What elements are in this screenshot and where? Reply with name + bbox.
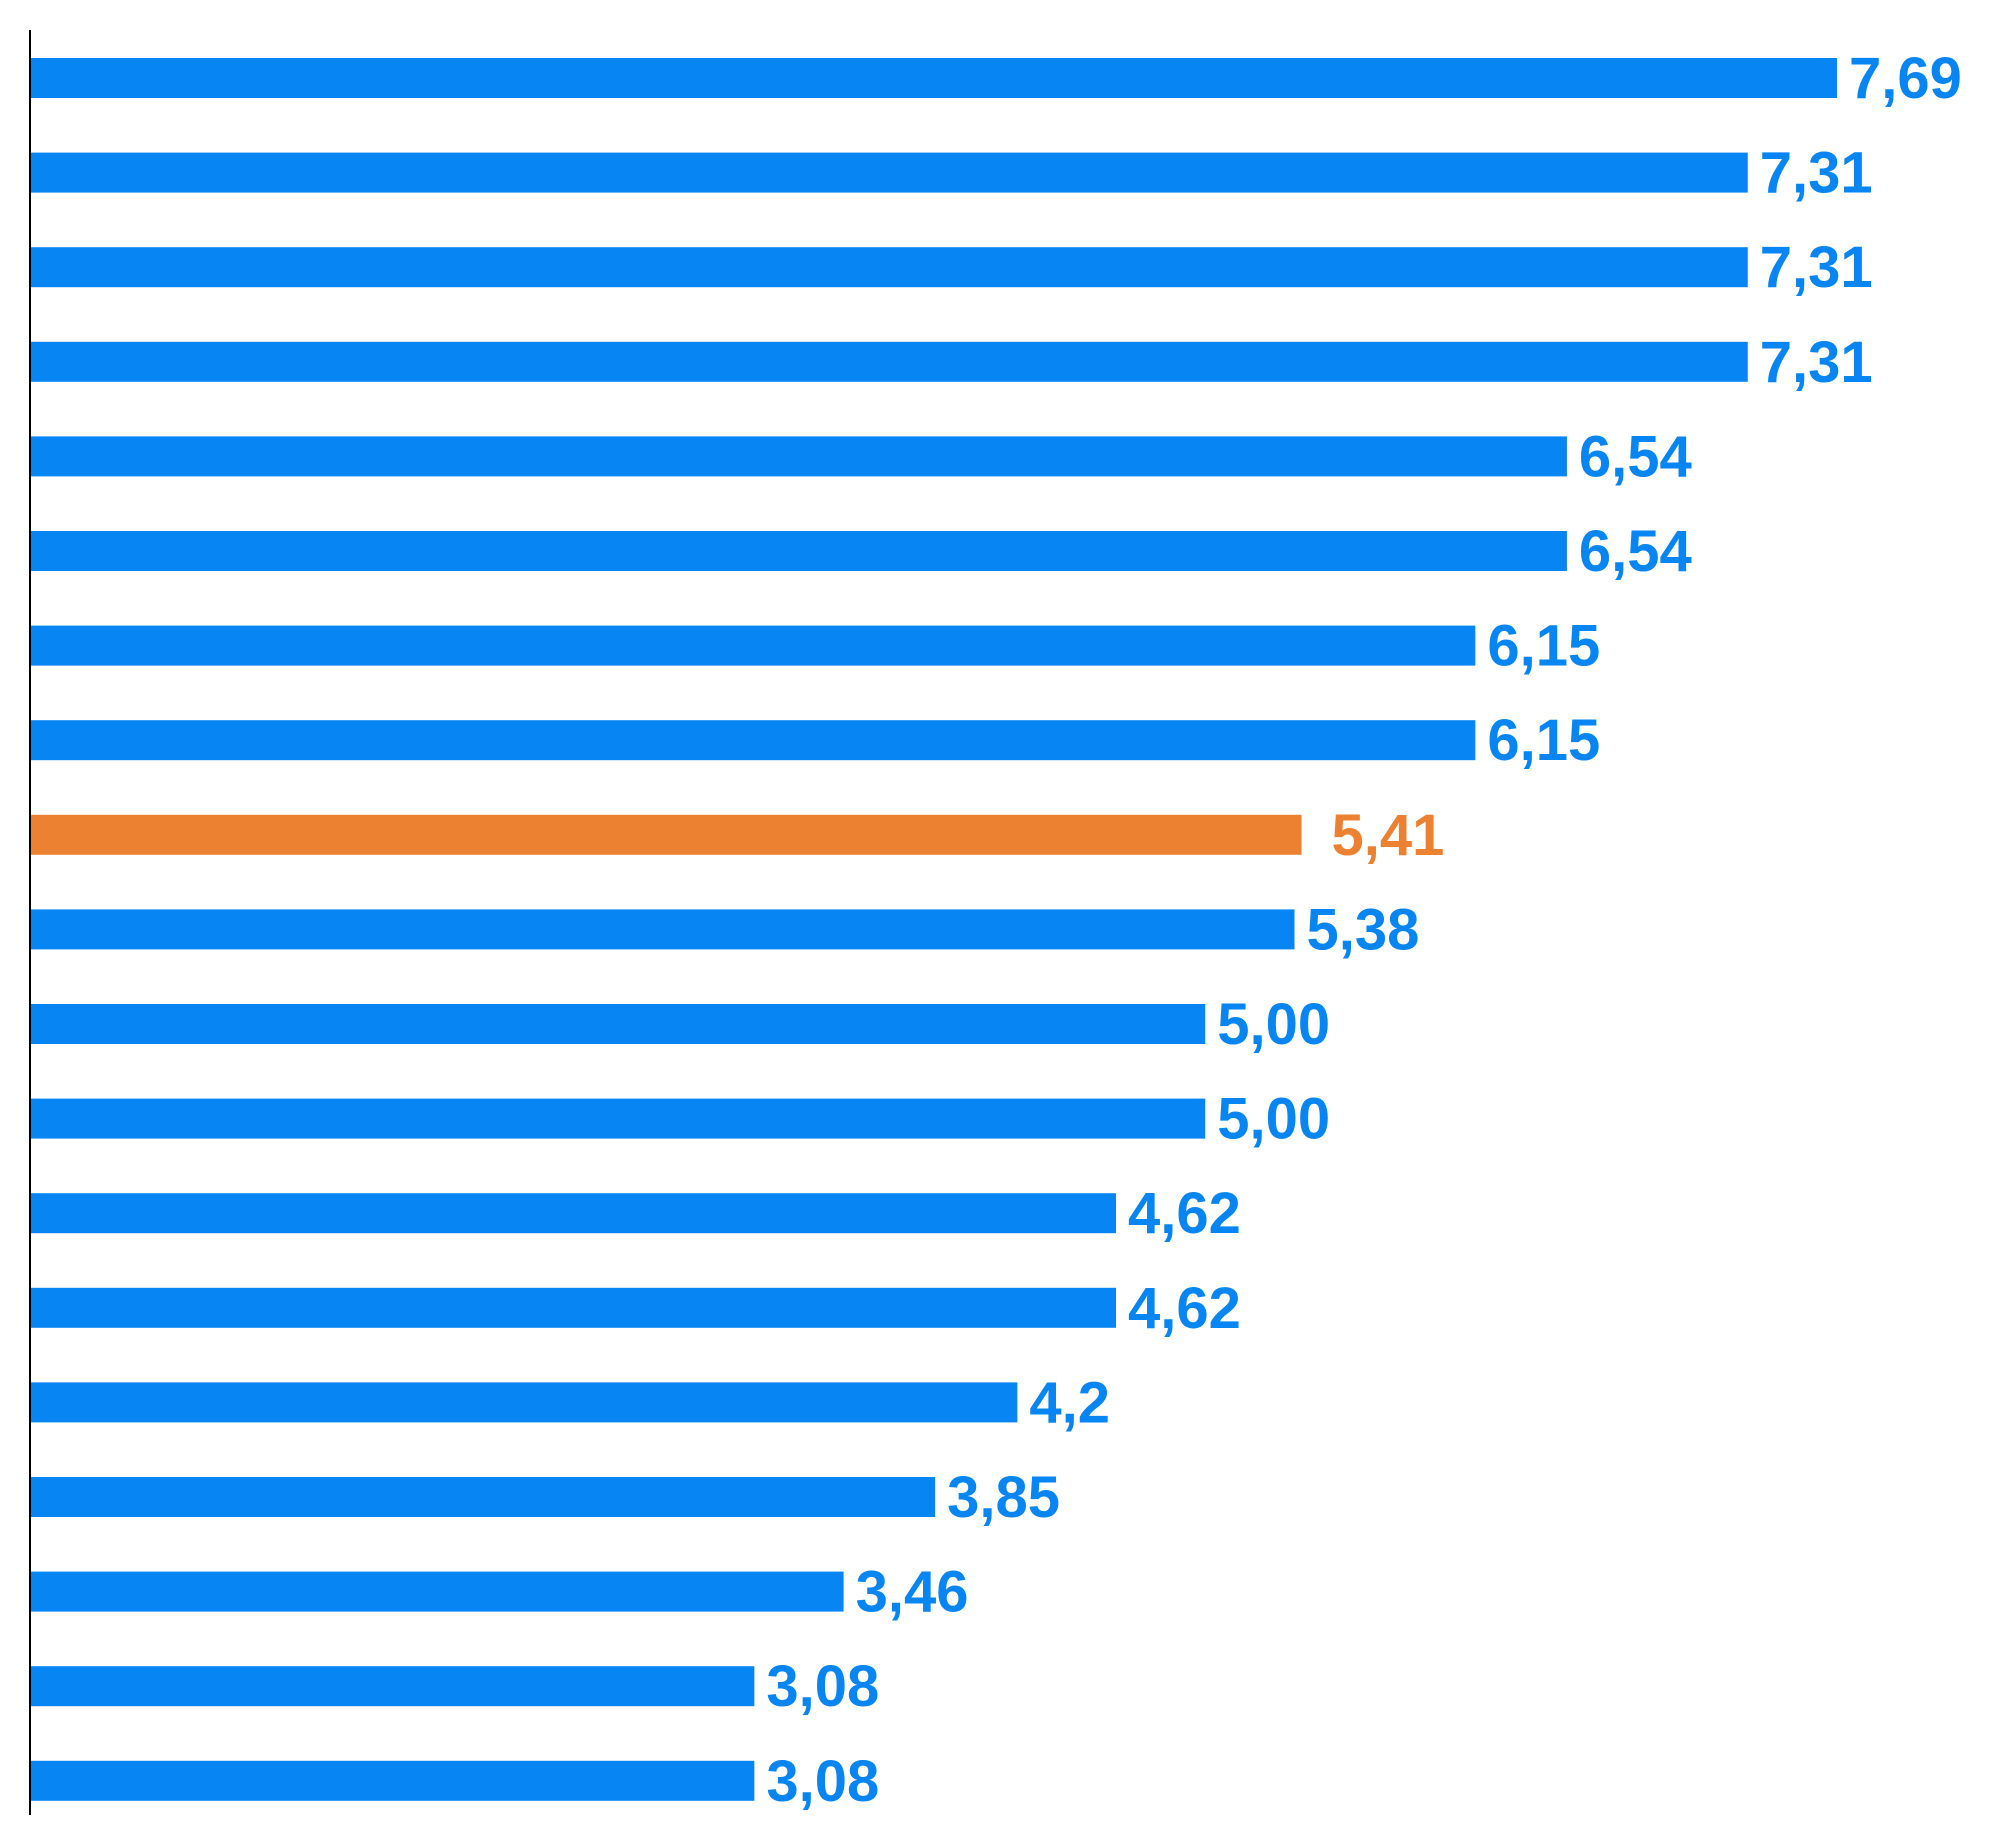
value-label-4: 7,31 xyxy=(1760,330,1873,395)
bar-14 xyxy=(31,1287,1117,1328)
bar-1 xyxy=(31,58,1837,98)
bar-18 xyxy=(31,1666,755,1707)
value-label-17: 3,46 xyxy=(856,1560,969,1625)
value-label-3: 7,31 xyxy=(1760,235,1873,300)
value-label-16: 3,85 xyxy=(947,1465,1060,1530)
bar-12 xyxy=(31,1098,1206,1139)
bars-group xyxy=(31,58,1837,1801)
value-label-19: 3,08 xyxy=(766,1749,879,1814)
bar-9 xyxy=(31,814,1302,855)
value-label-13: 4,62 xyxy=(1128,1181,1241,1246)
value-label-14: 4,62 xyxy=(1128,1276,1241,1341)
value-labels-group: 7,69 7,31 7,31 7,31 6,54 6,54 6,15 6,15 5,41 5,38… xyxy=(766,46,1962,1814)
bar-16 xyxy=(31,1477,936,1517)
value-label-10: 5,38 xyxy=(1306,897,1419,962)
value-label-11: 5,00 xyxy=(1217,992,1330,1057)
bar-15 xyxy=(31,1382,1018,1423)
value-label-15: 4,2 xyxy=(1029,1370,1110,1435)
bar-17 xyxy=(31,1571,844,1612)
value-label-9: 5,41 xyxy=(1332,803,1445,868)
value-label-2: 7,31 xyxy=(1760,141,1873,206)
bar-4 xyxy=(31,341,1748,382)
value-label-8: 6,15 xyxy=(1487,708,1600,773)
value-label-5: 6,54 xyxy=(1579,424,1692,489)
bar-8 xyxy=(31,720,1476,761)
value-label-12: 5,00 xyxy=(1217,1087,1330,1152)
bar-6 xyxy=(31,531,1567,571)
bar-19 xyxy=(31,1760,755,1801)
value-label-7: 6,15 xyxy=(1487,614,1600,679)
bar-13 xyxy=(31,1193,1117,1234)
bar-7 xyxy=(31,625,1476,666)
bar-2 xyxy=(31,152,1748,193)
bar-10 xyxy=(31,909,1295,950)
bar-11 xyxy=(31,1004,1206,1044)
value-label-1: 7,69 xyxy=(1849,46,1962,111)
bar-5 xyxy=(31,436,1567,477)
bar-3 xyxy=(31,247,1748,288)
value-label-18: 3,08 xyxy=(766,1654,879,1719)
value-label-6: 6,54 xyxy=(1579,519,1692,584)
